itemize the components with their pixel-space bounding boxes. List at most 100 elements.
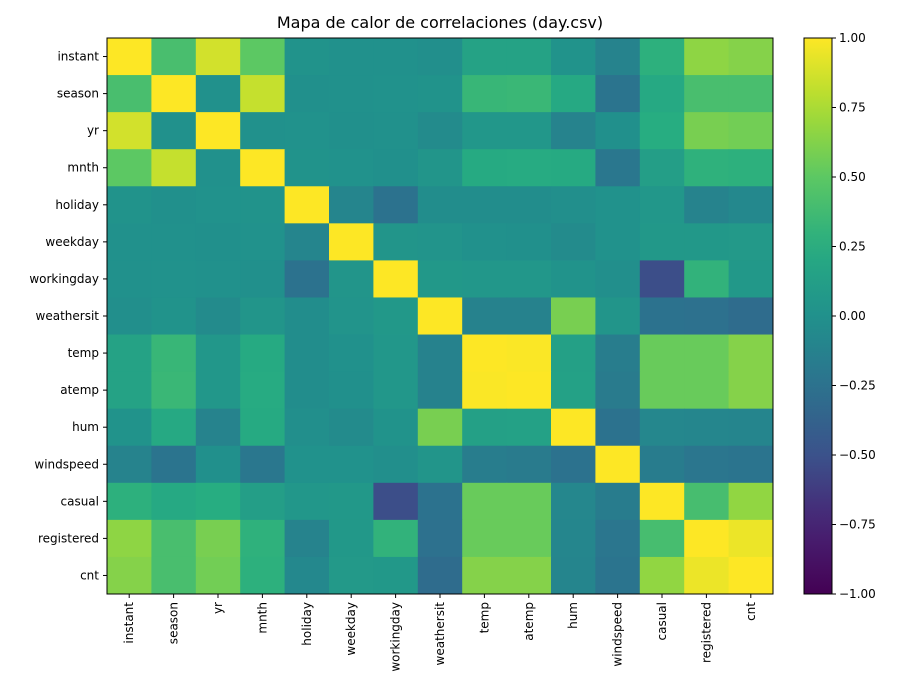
cell-temp-holiday xyxy=(284,334,330,373)
cell-holiday-yr xyxy=(195,186,241,224)
cell-mnth-weathersit xyxy=(417,149,463,187)
cell-weekday-weathersit xyxy=(417,223,463,261)
cell-registered-season xyxy=(151,519,197,558)
cell-workingday-windspeed xyxy=(595,260,641,298)
cell-registered-hum xyxy=(551,519,596,558)
cell-instant-temp xyxy=(462,38,508,76)
x-axis-ticks: instant season yr mnth holiday weekday working… xyxy=(122,594,758,672)
cell-yr-season xyxy=(151,112,197,150)
cell-yr-holiday xyxy=(284,112,330,150)
y-tick-label-instant: instant xyxy=(57,50,99,64)
cell-atemp-hum xyxy=(551,371,596,410)
cell-casual-instant xyxy=(107,482,152,521)
cell-instant-weathersit xyxy=(417,38,463,76)
y-tick-label-hum: hum xyxy=(72,420,99,434)
cell-windspeed-instant xyxy=(107,445,152,484)
cell-mnth-cnt xyxy=(728,149,774,187)
colorbar-gradient xyxy=(803,37,833,595)
cell-weekday-instant xyxy=(107,223,152,261)
cell-weathersit-workingday xyxy=(373,297,419,336)
cell-temp-season xyxy=(151,334,197,373)
cell-weekday-yr xyxy=(195,223,241,261)
cell-windspeed-casual xyxy=(639,445,685,484)
x-tick-label-holiday: holiday xyxy=(300,602,314,646)
cell-workingday-instant xyxy=(107,260,152,298)
x-tick-label-atemp: atemp xyxy=(522,602,536,641)
cell-temp-instant xyxy=(107,334,152,373)
cell-cnt-atemp xyxy=(506,556,552,595)
cell-workingday-atemp xyxy=(506,260,552,298)
cell-temp-temp xyxy=(462,334,508,373)
cell-cnt-workingday xyxy=(373,556,419,595)
cell-registered-holiday xyxy=(284,519,330,558)
cell-mnth-instant xyxy=(107,149,152,187)
cell-weathersit-season xyxy=(151,297,197,336)
x-tick-label-yr: yr xyxy=(211,602,225,614)
cell-casual-casual xyxy=(639,482,685,521)
cell-weekday-cnt xyxy=(728,223,774,261)
cell-weathersit-atemp xyxy=(506,297,552,336)
cell-weekday-weekday xyxy=(329,223,374,261)
cell-workingday-casual xyxy=(639,260,685,298)
cell-registered-casual xyxy=(639,519,685,558)
cell-yr-temp xyxy=(462,112,508,150)
cell-temp-registered xyxy=(684,334,730,373)
colorbar: −1.00 −0.75 −0.50 −0.25 0.00 0.25 0.50 0.75 1.00 xyxy=(803,31,876,601)
cell-atemp-instant xyxy=(107,371,152,410)
x-tick-label-windspeed: windspeed xyxy=(611,602,625,667)
cell-yr-windspeed xyxy=(595,112,641,150)
cell-weekday-holiday xyxy=(284,223,330,261)
cell-registered-cnt xyxy=(728,519,774,558)
cell-season-workingday xyxy=(373,75,419,113)
cell-yr-cnt xyxy=(728,112,774,150)
cell-hum-yr xyxy=(195,408,241,447)
cell-instant-cnt xyxy=(728,38,774,76)
cell-temp-windspeed xyxy=(595,334,641,373)
cell-casual-atemp xyxy=(506,482,552,521)
x-tick-label-season: season xyxy=(167,602,181,644)
cell-cnt-cnt xyxy=(728,556,774,595)
cell-yr-mnth xyxy=(240,112,286,150)
cell-temp-workingday xyxy=(373,334,419,373)
cell-instant-atemp xyxy=(506,38,552,76)
cell-casual-windspeed xyxy=(595,482,641,521)
cell-hum-weathersit xyxy=(417,408,463,447)
cell-atemp-holiday xyxy=(284,371,330,410)
cell-cnt-windspeed xyxy=(595,556,641,595)
cell-cnt-instant xyxy=(107,556,152,595)
cell-registered-windspeed xyxy=(595,519,641,558)
colorbar-tick-label-0: −1.00 xyxy=(839,587,876,601)
cell-weathersit-instant xyxy=(107,297,152,336)
cell-workingday-season xyxy=(151,260,197,298)
cell-workingday-yr xyxy=(195,260,241,298)
cell-instant-workingday xyxy=(373,38,419,76)
cell-hum-workingday xyxy=(373,408,419,447)
cell-cnt-temp xyxy=(462,556,508,595)
cell-workingday-weathersit xyxy=(417,260,463,298)
cell-registered-instant xyxy=(107,519,152,558)
cell-weathersit-weathersit xyxy=(417,297,463,336)
cell-holiday-cnt xyxy=(728,186,774,224)
cell-instant-windspeed xyxy=(595,38,641,76)
cell-season-hum xyxy=(551,75,596,113)
cell-cnt-registered xyxy=(684,556,730,595)
cell-yr-registered xyxy=(684,112,730,150)
cell-atemp-yr xyxy=(195,371,241,410)
heatmap-cells xyxy=(107,38,774,595)
cell-registered-weathersit xyxy=(417,519,463,558)
cell-holiday-temp xyxy=(462,186,508,224)
cell-cnt-yr xyxy=(195,556,241,595)
y-tick-label-weekday: weekday xyxy=(45,235,99,249)
cell-hum-atemp xyxy=(506,408,552,447)
cell-mnth-hum xyxy=(551,149,596,187)
cell-weathersit-weekday xyxy=(329,297,374,336)
cell-windspeed-mnth xyxy=(240,445,286,484)
colorbar-tick-label-6: 0.50 xyxy=(839,170,866,184)
cell-workingday-hum xyxy=(551,260,596,298)
cell-windspeed-hum xyxy=(551,445,596,484)
cell-weekday-season xyxy=(151,223,197,261)
cell-mnth-yr xyxy=(195,149,241,187)
cell-mnth-season xyxy=(151,149,197,187)
y-axis-ticks: instant season yr mnth holiday weekday working… xyxy=(29,50,107,582)
cell-instant-yr xyxy=(195,38,241,76)
